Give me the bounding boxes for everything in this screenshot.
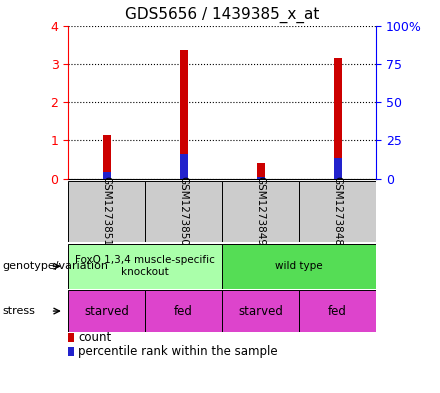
Bar	[222, 181, 299, 242]
Text: stress: stress	[2, 306, 35, 316]
Text: fed: fed	[174, 305, 193, 318]
Bar	[180, 154, 187, 179]
Bar	[334, 158, 341, 179]
Text: fed: fed	[328, 305, 347, 318]
Bar	[180, 50, 187, 179]
Bar	[145, 290, 222, 332]
Bar	[68, 181, 145, 242]
Bar	[222, 290, 299, 332]
Text: FoxO 1,3,4 muscle-specific
knockout: FoxO 1,3,4 muscle-specific knockout	[75, 255, 215, 277]
Bar	[103, 135, 110, 179]
Text: genotype/variation: genotype/variation	[2, 261, 108, 271]
Text: wild type: wild type	[275, 261, 323, 271]
Text: GSM1273848: GSM1273848	[333, 176, 343, 246]
Bar	[103, 172, 110, 179]
Bar	[68, 290, 145, 332]
Bar	[299, 181, 376, 242]
Title: GDS5656 / 1439385_x_at: GDS5656 / 1439385_x_at	[125, 7, 319, 23]
Text: GSM1273849: GSM1273849	[256, 176, 266, 246]
Text: percentile rank within the sample: percentile rank within the sample	[78, 345, 278, 358]
Bar	[334, 58, 341, 179]
Text: count: count	[78, 331, 112, 344]
Text: GSM1273850: GSM1273850	[179, 176, 189, 246]
Text: starved: starved	[238, 305, 283, 318]
Text: starved: starved	[84, 305, 129, 318]
Bar	[145, 181, 222, 242]
Bar	[68, 244, 222, 289]
Bar	[222, 244, 376, 289]
Bar	[257, 163, 264, 179]
Bar	[299, 290, 376, 332]
Bar	[257, 177, 264, 179]
Text: GSM1273851: GSM1273851	[102, 176, 112, 246]
